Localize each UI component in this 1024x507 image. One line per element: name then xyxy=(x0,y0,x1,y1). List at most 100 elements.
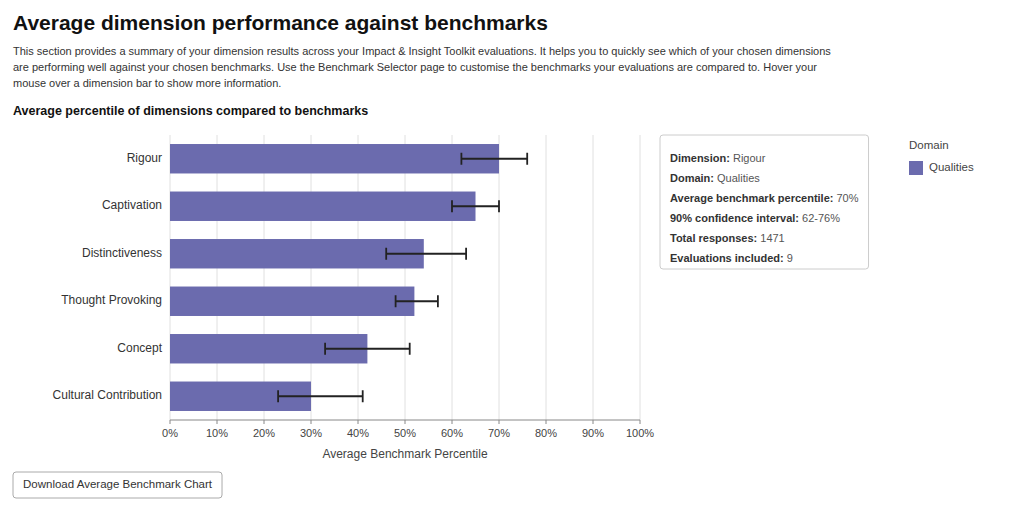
error-bar xyxy=(452,200,499,212)
tick-label: 40% xyxy=(347,427,369,439)
tick-label: 30% xyxy=(300,427,322,439)
bar xyxy=(170,144,499,173)
tooltip-row: Evaluations included: 9 xyxy=(670,252,793,264)
y-axis: Cultural Contribution Concept Thought Prov… xyxy=(53,151,163,403)
tick-mark xyxy=(217,420,218,424)
tick-label: 100% xyxy=(626,427,654,439)
tick-mark xyxy=(311,420,312,424)
tooltip-label: Evaluations included: xyxy=(670,252,787,264)
bar xyxy=(170,192,476,221)
error-cap xyxy=(465,248,467,260)
grid-line xyxy=(593,135,594,420)
category-label: Rigour xyxy=(127,151,162,165)
tick-label: 20% xyxy=(253,427,275,439)
bar xyxy=(170,287,414,316)
legend-swatch xyxy=(909,161,923,175)
error-bar xyxy=(386,248,466,260)
tick-mark xyxy=(405,420,406,424)
error-line xyxy=(452,205,499,207)
tooltip-value: Rigour xyxy=(733,152,766,164)
error-cap xyxy=(385,248,387,260)
tooltip: Dimension: Rigour Domain: Qualities Averag… xyxy=(660,135,869,269)
download-button[interactable]: Download Average Benchmark Chart xyxy=(13,472,222,498)
error-line xyxy=(396,300,438,302)
tooltip-value: 70% xyxy=(837,192,859,204)
error-bar xyxy=(325,343,410,355)
error-line xyxy=(461,158,527,160)
grid-line xyxy=(452,135,453,420)
grid-line xyxy=(311,135,312,420)
tooltip-label: 90% confidence interval: xyxy=(670,212,802,224)
button-box[interactable] xyxy=(13,472,222,498)
tick-mark xyxy=(264,420,265,424)
intro-line: are performing well against your chosen … xyxy=(13,61,817,73)
tooltip-value: 9 xyxy=(787,252,793,264)
plot-data xyxy=(170,144,527,411)
grid-line xyxy=(499,135,500,420)
tick-label: 90% xyxy=(582,427,604,439)
button-label[interactable]: Download Average Benchmark Chart xyxy=(23,478,213,490)
legend: Domain Qualities xyxy=(909,139,974,175)
tick-label: 0% xyxy=(162,427,178,439)
intro-line: This section provides a summary of your … xyxy=(13,45,831,57)
tooltip-row: Total responses: 1471 xyxy=(670,232,785,244)
grid-line xyxy=(217,135,218,420)
tick-mark xyxy=(640,420,641,424)
error-cap xyxy=(437,295,439,307)
tooltip-box xyxy=(660,135,869,269)
chart: Average dimension performance against be… xyxy=(0,0,1024,507)
title: Average dimension performance against be… xyxy=(13,11,548,34)
grid-line xyxy=(170,135,171,420)
tick-label: 80% xyxy=(535,427,557,439)
tick-mark xyxy=(593,420,594,424)
x-axis-label: Average Benchmark Percentile xyxy=(322,447,488,461)
tooltip-label: Average benchmark percentile: xyxy=(670,192,837,204)
tick-mark xyxy=(170,420,171,424)
x-axis: 0% 10% 20% 30% 40% 50% 60% 70% 80% 90% 100% xyxy=(162,135,654,439)
axis-line xyxy=(170,420,640,421)
error-cap xyxy=(324,343,326,355)
tooltip-row: Dimension: Rigour xyxy=(670,152,766,164)
legend-label: Qualities xyxy=(929,161,974,173)
error-cap xyxy=(451,200,453,212)
subtitle: Average percentile of dimensions compare… xyxy=(13,104,368,118)
tooltip-value: Qualities xyxy=(717,172,760,184)
bar xyxy=(170,239,424,268)
error-bar xyxy=(396,295,438,307)
tooltip-label: Domain: xyxy=(670,172,717,184)
category-label: Thought Provoking xyxy=(61,293,162,307)
category-label: Concept xyxy=(117,341,162,355)
error-bar xyxy=(278,390,363,402)
tick-label: 50% xyxy=(394,427,416,439)
tooltip-row: 90% confidence interval: 62-76% xyxy=(670,212,840,224)
legend-title: Domain xyxy=(909,139,949,151)
error-line xyxy=(325,348,410,350)
tick-mark xyxy=(452,420,453,424)
grid-line xyxy=(640,135,641,420)
grid-line xyxy=(358,135,359,420)
tick-mark xyxy=(499,420,500,424)
grid-line xyxy=(546,135,547,420)
tick-label: 10% xyxy=(206,427,228,439)
tooltip-row: Average benchmark percentile: 70% xyxy=(670,192,859,204)
error-line xyxy=(386,253,466,255)
tooltip-value: 1471 xyxy=(760,232,784,244)
tick-mark xyxy=(546,420,547,424)
error-cap xyxy=(498,200,500,212)
error-cap xyxy=(526,153,528,165)
category-label: Distinctiveness xyxy=(82,246,162,260)
error-bar xyxy=(461,153,527,165)
grid-line xyxy=(264,135,265,420)
tick-label: 70% xyxy=(488,427,510,439)
category-label: Captivation xyxy=(102,198,162,212)
error-cap xyxy=(460,153,462,165)
category-label: Cultural Contribution xyxy=(53,388,162,402)
error-cap xyxy=(362,390,364,402)
error-cap xyxy=(277,390,279,402)
tooltip-label: Total responses: xyxy=(670,232,760,244)
tooltip-label: Dimension: xyxy=(670,152,733,164)
tick-mark xyxy=(358,420,359,424)
tooltip-value: 62-76% xyxy=(802,212,840,224)
error-cap xyxy=(409,343,411,355)
tick-label: 60% xyxy=(441,427,463,439)
